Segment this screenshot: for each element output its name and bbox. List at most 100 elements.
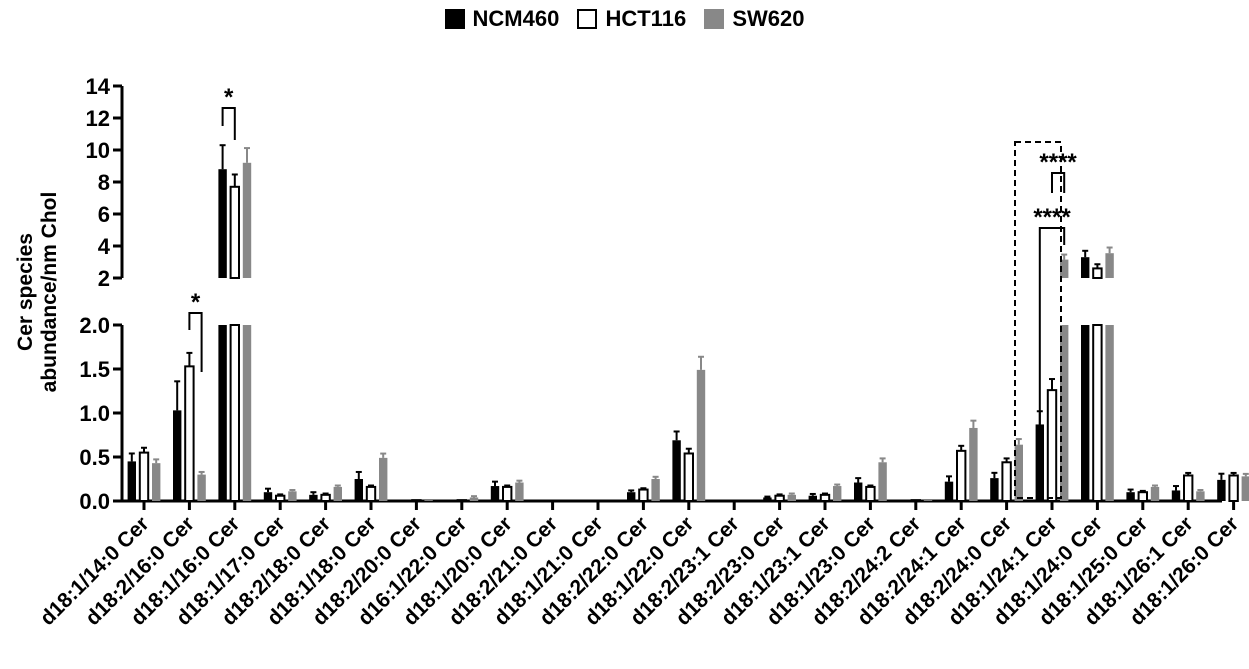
bar-ncm460 [854,482,863,501]
bar-sw620 [651,479,660,501]
legend: NCM460 HCT116 SW620 [0,6,1249,35]
bar-ncm460 [127,461,136,501]
sig-bracket-4 [1038,227,1066,500]
bar-ncm460 [173,410,182,501]
bar-ncm460 [808,495,817,501]
bar-ncm460 [1217,479,1226,501]
y-tick-label-lower: 0.0 [79,489,110,514]
bar-sw620 [833,486,842,501]
bar-sw620 [923,500,933,501]
bar-hct116 [184,365,195,502]
y-tick-label-lower: 2.0 [79,313,110,338]
sig-bracket-3-label: **** [1039,149,1077,176]
bar-sw620 [1196,491,1205,501]
y-tick-label-upper: 12 [86,106,110,131]
bar-sw620 [1014,444,1023,501]
bar-hct116 [1183,474,1194,503]
bar-sw620 [515,482,524,501]
bar-hct116 [1001,461,1012,502]
bar-hct116 [456,499,468,502]
bar-ncm460 [1171,490,1181,501]
legend-label-ncm460: NCM460 [472,6,560,31]
bar-hct116 [411,499,422,502]
bar-ncm460 [990,478,999,501]
bar-sw620 [878,462,887,501]
legend-swatch-ncm460 [444,9,465,29]
bar-sw620 [152,463,161,501]
sig-bracket-2 [221,107,236,140]
bar-sw620 [1060,325,1069,501]
y-tick-label-upper: 2 [98,266,110,291]
bar-sw620 [1105,325,1114,501]
legend-swatch-sw620 [704,9,725,29]
bar-ncm460 [763,497,772,501]
bar-hct116 [774,494,785,503]
bar-ncm460 [400,500,409,501]
bar-hct116 [1228,474,1239,503]
bar-hct116 [1092,324,1103,502]
bar-hct116 [138,451,150,503]
highlight-box [1014,141,1062,499]
y-tick-label-upper: 4 [98,234,111,259]
bar-hct116 [683,452,694,503]
y-tick-label-upper: 14 [86,74,111,99]
bar-hct116 [229,324,241,502]
bar-sw620 [379,457,388,501]
bar-ncm460 [218,325,227,501]
bar-ncm460 [445,500,454,501]
bar-sw620 [242,325,252,501]
bar-sw620 [333,486,342,501]
bar-sw620 [1150,486,1160,501]
bar-ncm460 [263,492,273,501]
y-tick-label-lower: 1.0 [79,401,110,426]
bar-sw620 [969,427,978,501]
bar-hct116 [320,493,331,502]
bar-hct116 [638,488,649,502]
bar-ncm460 [1081,325,1090,501]
legend-label-sw620: SW620 [732,6,805,31]
bar-hct116 [865,485,876,503]
bar-sw620 [1241,476,1249,501]
bar-ncm460-upper [1081,257,1090,278]
bar-hct116 [275,494,286,503]
legend-item-hct116: HCT116 [577,6,686,32]
bar-sw620 [469,497,479,501]
bar-hct116 [1046,389,1058,502]
bar-hct116 [502,485,513,503]
bar-hct116-upper [1092,267,1103,279]
bar-hct116 [910,499,921,502]
y-tick-label-upper: 8 [98,170,110,195]
sig-bracket-1 [188,312,203,372]
legend-item-sw620: SW620 [704,6,804,32]
bar-sw620 [288,491,297,501]
bar-ncm460 [672,440,681,501]
bar-sw620-upper [242,162,252,278]
bar-sw620 [787,494,796,501]
bar-hct116 [819,493,831,502]
y-tick-label-lower: 1.5 [79,357,110,382]
bar-ncm460 [1126,492,1135,501]
bar-hct116 [365,485,377,503]
bar-sw620-upper [1060,259,1069,278]
bar-hct116-upper [229,185,241,279]
sig-bracket-3 [1051,172,1066,193]
bar-sw620 [696,369,706,501]
y-tick-label-lower: 0.5 [79,445,110,470]
bar-hct116 [956,449,967,502]
bar-ncm460 [490,486,500,501]
bar-ncm460 [944,481,954,501]
bar-ncm460 [309,494,318,501]
legend-item-ncm460: NCM460 [444,6,560,32]
legend-label-hct116: HCT116 [605,6,687,31]
bar-ncm460 [354,479,363,501]
bar-sw620-upper [1105,253,1114,278]
sig-bracket-2-label: * [224,84,234,111]
y-tick-label-upper: 6 [98,202,110,227]
bar-ncm460 [627,492,636,501]
legend-swatch-hct116 [577,9,598,29]
bar-sw620 [197,474,206,501]
y-tick-label-upper: 10 [86,138,110,163]
bar-sw620 [424,500,433,501]
bar-hct116 [1137,491,1148,503]
